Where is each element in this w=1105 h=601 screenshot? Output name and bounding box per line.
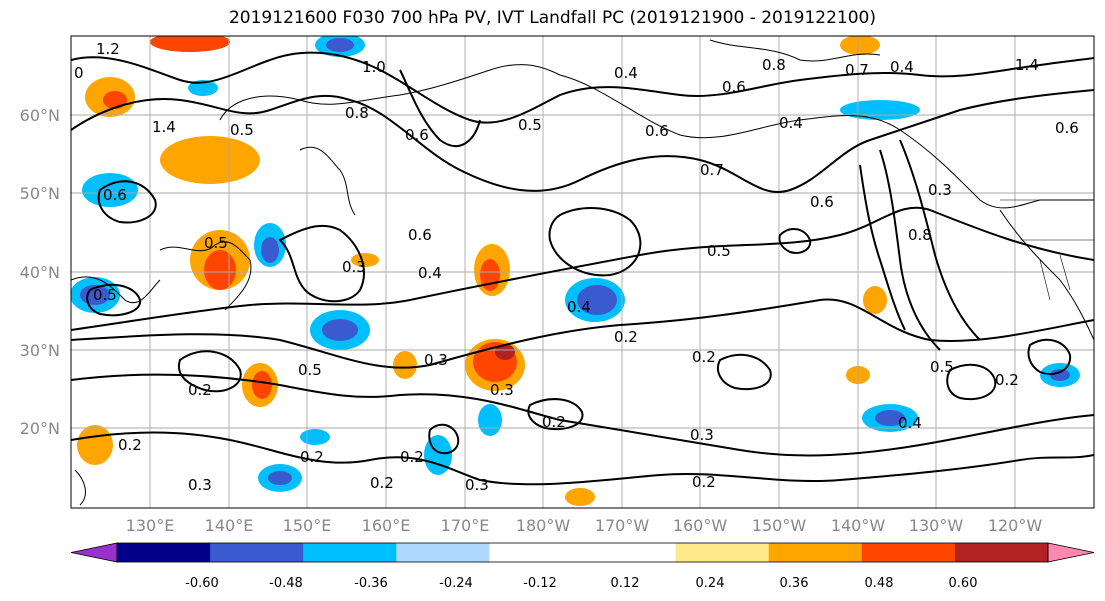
lat-tick-label: 60°N — [20, 106, 60, 125]
colorbar-ticks: -0.60 -0.48 -0.36 -0.24 -0.12 0.12 0.24 … — [185, 576, 977, 591]
contour-label: 0.2 — [400, 448, 424, 466]
contour-label: 1.0 — [362, 58, 386, 76]
lat-tick-label: 30°N — [20, 341, 60, 360]
contour-label: 0.2 — [542, 413, 566, 431]
colorbar-segment — [396, 543, 490, 562]
lon-tick-label: 120°W — [988, 516, 1043, 535]
contour-label: 0.4 — [898, 414, 922, 432]
contour-label: 0.4 — [779, 114, 803, 132]
colorbar — [70, 542, 1095, 563]
colorbar-segment — [768, 543, 863, 562]
lon-tick-label: 130°E — [126, 516, 175, 535]
lat-tick-label: 50°N — [20, 184, 60, 203]
contour-label: 0.3 — [188, 476, 212, 494]
colorbar-tick-label: 0.12 — [611, 576, 640, 591]
borders — [1000, 199, 1094, 301]
lon-axis: 130°E 140°E 150°E 160°E 170°E 180°W 170°… — [126, 516, 1043, 535]
contour-label: 0.4 — [418, 264, 442, 282]
contour-label: 0.4 — [567, 298, 591, 316]
colorbar-tick-label: -0.12 — [523, 576, 557, 591]
map-frame — [70, 35, 1095, 509]
contour-label: 0.8 — [908, 226, 932, 244]
contour-label: 0.6 — [722, 78, 746, 96]
contour-label: 0.3 — [928, 181, 952, 199]
contour-label: 0.7 — [845, 61, 869, 79]
colorbar-tick-label: 0.48 — [865, 576, 894, 591]
contour-label: 0 — [74, 64, 84, 82]
contour-label: 0.3 — [490, 381, 514, 399]
contour-label: 0.5 — [93, 286, 117, 304]
contour-label: 0.6 — [103, 186, 127, 204]
contour-label: 0.5 — [930, 358, 954, 376]
contour-label: 0.6 — [810, 193, 834, 211]
contour-label: 0.6 — [645, 122, 669, 140]
colorbar-tick-label: -0.36 — [354, 576, 388, 591]
contour-label: 0.3 — [465, 476, 489, 494]
colorbar-segment — [954, 543, 1049, 562]
contour-label: 0.6 — [408, 226, 432, 244]
contour-label: 0.6 — [1055, 119, 1079, 137]
lat-tick-label: 40°N — [20, 263, 60, 282]
contour-label: 0.2 — [188, 381, 212, 399]
colorbar-segment — [582, 543, 677, 562]
colorbar-segment — [210, 543, 304, 562]
lon-tick-label: 170°E — [441, 516, 490, 535]
contour-labels: 1.2 0 1.0 0.4 0.8 0.7 0.4 1.4 0.6 1.4 0.… — [74, 40, 1079, 494]
contour-label: 1.2 — [96, 40, 120, 58]
colorbar-tick-label: -0.24 — [439, 576, 473, 591]
contour-label: 0.8 — [762, 56, 786, 74]
lon-tick-label: 160°E — [362, 516, 411, 535]
contour-label: 0.3 — [342, 258, 366, 276]
contour-label: 0.7 — [700, 161, 724, 179]
colorbar-frame — [116, 542, 1049, 563]
map-area: 1.2 0 1.0 0.4 0.8 0.7 0.4 1.4 0.6 1.4 0.… — [71, 36, 1094, 508]
contour-label: 0.5 — [707, 242, 731, 260]
lon-tick-label: 150°W — [752, 516, 807, 535]
contour-label: 0.5 — [230, 121, 254, 139]
contour-label: 0.6 — [405, 126, 429, 144]
contour-label: 0.5 — [204, 234, 228, 252]
contour-label: 0.8 — [345, 104, 369, 122]
lon-tick-label: 170°W — [595, 516, 650, 535]
lon-tick-label: 140°E — [205, 516, 254, 535]
colorbar-tick-label: -0.60 — [185, 576, 219, 591]
contour-label: 0.3 — [424, 351, 448, 369]
colorbar-extend-low — [70, 542, 118, 563]
contour-label: 0.2 — [692, 348, 716, 366]
contour-label: 0.5 — [518, 116, 542, 134]
colorbar-segment — [861, 543, 956, 562]
contour-label: 1.4 — [1015, 56, 1039, 74]
contour-label: 0.2 — [995, 371, 1019, 389]
colorbar-segment — [489, 543, 583, 562]
lat-tick-label: 20°N — [20, 419, 60, 438]
lon-tick-label: 130°W — [909, 516, 964, 535]
pv-contours — [71, 51, 1094, 486]
colorbar-tick-label: -0.48 — [269, 576, 303, 591]
contour-label: 0.4 — [614, 64, 638, 82]
colorbar-tick-label: 0.36 — [780, 576, 809, 591]
colorbar-segment — [117, 543, 211, 562]
lat-axis: 60°N 50°N 40°N 30°N 20°N — [20, 106, 60, 438]
contour-label: 0.5 — [298, 361, 322, 379]
lon-tick-label: 160°W — [673, 516, 728, 535]
colorbar-segment — [303, 543, 397, 562]
contour-label: 0.2 — [370, 474, 394, 492]
lon-tick-label: 140°W — [831, 516, 886, 535]
figure-title: 2019121600 F030 700 hPa PV, IVT Landfall… — [228, 8, 876, 28]
colorbar-tick-label: 0.60 — [949, 576, 978, 591]
colorbar-tick-label: 0.24 — [696, 576, 725, 591]
contour-label: 1.4 — [152, 118, 176, 136]
colorbar-extend-high — [1047, 542, 1095, 563]
colorbar-segment — [675, 543, 770, 562]
contour-label: 0.4 — [890, 58, 914, 76]
contour-label: 0.2 — [692, 473, 716, 491]
contour-label: 0.2 — [300, 448, 324, 466]
contour-label: 0.3 — [690, 426, 714, 444]
contour-label: 0.2 — [614, 328, 638, 346]
lon-tick-label: 150°E — [283, 516, 332, 535]
lon-tick-label: 180°W — [516, 516, 571, 535]
contour-label: 0.2 — [118, 436, 142, 454]
